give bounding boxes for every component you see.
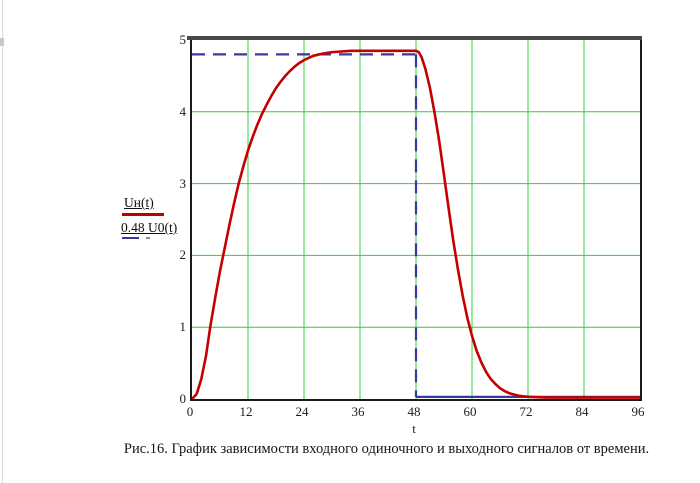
x-tick-label: 12 (239, 404, 253, 419)
legend-label-input-trace: 0.48 U0(t) (121, 220, 178, 235)
y-tick-label: 0 (179, 391, 187, 406)
figure-caption: Рис.16. График зависимости входного один… (123, 441, 650, 457)
legend-line-sample-red (122, 213, 164, 216)
legend-label-output-trace: Uн(t) (124, 195, 154, 210)
y-tick-label: 1 (179, 319, 187, 335)
trace-u-t- (192, 49, 640, 399)
legend-line-sample-blue-dot (146, 237, 150, 239)
x-tick-label: 24 (295, 404, 309, 419)
y-tick-label: 4 (179, 103, 187, 119)
x-tick-label: 36 (351, 404, 365, 419)
plot-area (190, 40, 642, 401)
x-axis-label: t (412, 421, 416, 436)
page-edge-line (2, 0, 3, 483)
y-tick-label: 5 (179, 32, 187, 47)
legend-line-sample-blue-dash (122, 237, 139, 239)
plot-svg (192, 40, 640, 399)
x-tick-label: 48 (407, 404, 421, 419)
y-tick-label: 3 (179, 175, 187, 191)
page-edge-notch (0, 38, 4, 46)
x-tick-label: 96 (631, 404, 645, 419)
x-tick-label: 84 (575, 404, 589, 419)
y-tick-label: 2 (179, 247, 187, 263)
x-tick-label: 60 (463, 404, 477, 419)
x-tick-label: 72 (519, 404, 533, 419)
plot-top-border (187, 36, 642, 40)
x-tick-label: 0 (186, 404, 194, 419)
